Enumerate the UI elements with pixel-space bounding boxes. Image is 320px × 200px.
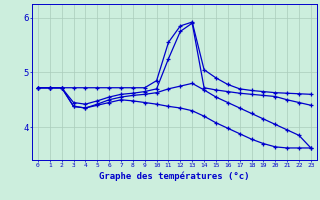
X-axis label: Graphe des températures (°c): Graphe des températures (°c) — [99, 171, 250, 181]
